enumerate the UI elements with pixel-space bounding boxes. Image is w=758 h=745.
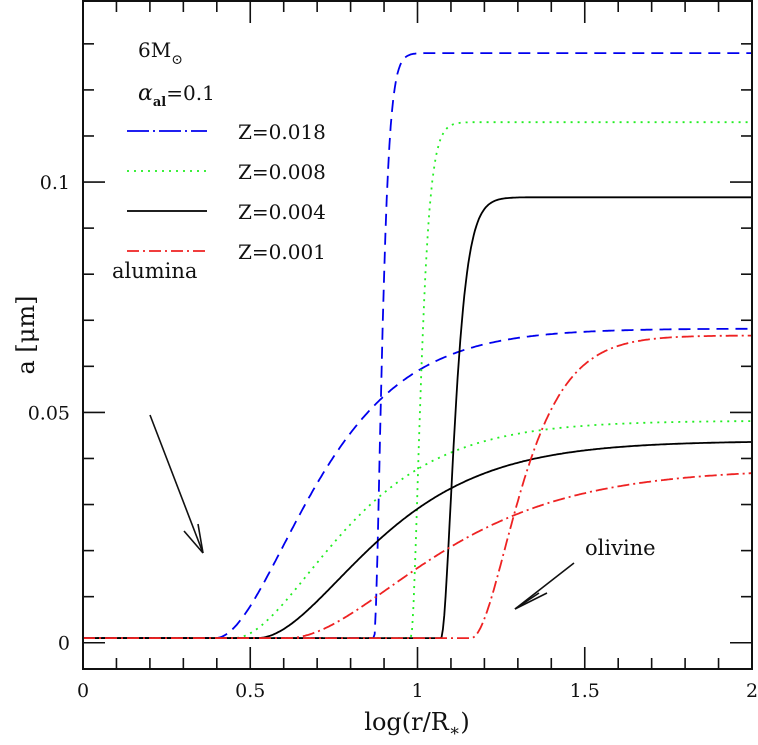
legend-label: Z=0.018	[238, 120, 326, 144]
x-tick-labels: 0 0.5 1 1.5 2	[77, 680, 758, 702]
series-0018-olivine	[83, 52, 752, 639]
legend-label: Z=0.008	[238, 160, 326, 184]
legend-label: Z=0.001	[238, 240, 326, 264]
y-tick-label: 0.05	[28, 402, 70, 424]
series-0018-alumina	[83, 327, 752, 639]
chart-curves	[83, 52, 752, 639]
x-tick-label: 0.5	[235, 680, 265, 702]
series-0001-olivine	[83, 334, 752, 639]
x-tick-label: 1	[411, 680, 423, 702]
series-0008-alumina	[83, 420, 752, 639]
x-tick-label: 2	[746, 680, 758, 702]
x-axis-title: log(r/R∗)	[364, 708, 469, 741]
olivine-annotation: olivine	[585, 536, 656, 560]
y-tick-labels: 0 0.05 0.1	[28, 172, 70, 655]
alumina-annotation: alumina	[112, 259, 197, 283]
mass-annotation: 6M⊙	[138, 38, 183, 68]
chart-legend: Z=0.018 Z=0.008 Z=0.004 Z=0.001	[127, 120, 326, 264]
y-tick-label: 0	[58, 633, 70, 655]
y-axis-title: a [μm]	[12, 295, 40, 374]
axis-ticks	[82, 1, 753, 669]
legend-label: Z=0.004	[238, 200, 326, 224]
alumina-arrow-icon	[149, 414, 204, 554]
series-0008-olivine	[83, 121, 752, 639]
alpha-annotation: αal=0.1	[138, 81, 215, 110]
olivine-arrow-icon	[514, 562, 575, 610]
x-tick-label: 0	[77, 680, 89, 702]
y-tick-label: 0.1	[40, 172, 70, 194]
x-tick-label: 1.5	[570, 680, 600, 702]
